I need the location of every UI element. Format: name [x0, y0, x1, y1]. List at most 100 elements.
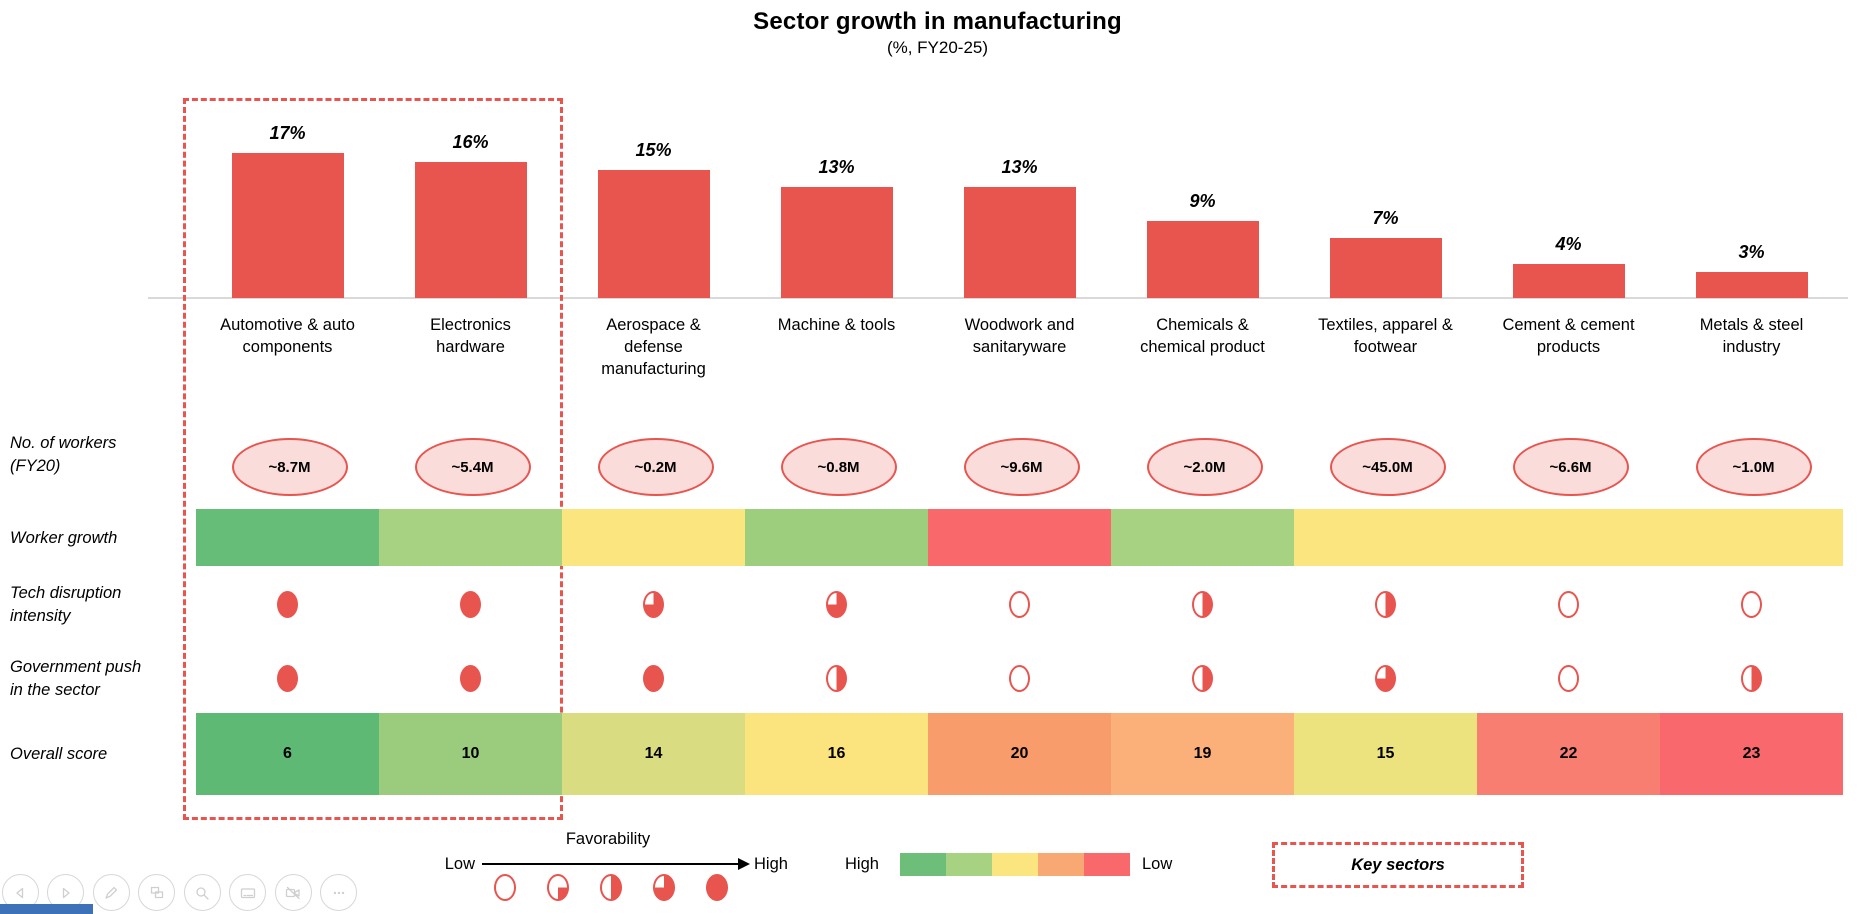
sector-bar	[597, 170, 710, 298]
sector-label-line: defense	[624, 338, 683, 356]
tech-disruption-ball	[277, 590, 298, 618]
overall-score-cell: 15	[1294, 713, 1477, 795]
sector-label: Woodwork and sanitaryware	[928, 314, 1111, 358]
pen-icon	[105, 886, 118, 899]
government-push-ball	[826, 664, 847, 692]
sector-bar	[1146, 221, 1259, 298]
tech-disruption-ball	[1009, 590, 1030, 618]
sector-label-line: sanitaryware	[972, 338, 1067, 356]
pen-button[interactable]	[92, 874, 130, 911]
overall-score-cell: 19	[1111, 713, 1294, 795]
sector-label-line: Textiles, apparel &	[1318, 316, 1453, 334]
growth-value-label: 16%	[452, 132, 489, 152]
tech-disruption-ball	[1375, 590, 1396, 618]
sector-label: Electronics hardware	[379, 314, 562, 358]
next-slide-icon	[62, 887, 70, 898]
see-all-slides-icon	[150, 886, 163, 898]
more-options-button[interactable]	[320, 874, 357, 911]
previous-slide-icon	[16, 887, 24, 898]
sector-label-line: Metals & steel	[1699, 316, 1804, 334]
sector-label-line: chemical product	[1140, 338, 1265, 356]
scale-high-label: High	[845, 855, 879, 873]
sector-label-line: Cement & cement	[1502, 316, 1635, 334]
zoom-icon	[196, 886, 209, 900]
favorability-scale-ball	[653, 874, 675, 901]
workers-count-badge: ~5.4M	[414, 438, 531, 496]
government-push-ball	[1375, 664, 1396, 692]
favorability-scale-ball	[706, 874, 728, 901]
overall-score-cell: 14	[562, 713, 745, 795]
sector-label: Cement & cement products	[1477, 314, 1660, 358]
government-push-ball	[1741, 664, 1762, 692]
captions-button[interactable]	[229, 874, 266, 911]
zoom-button[interactable]	[183, 874, 221, 911]
tech-disruption-ball	[1558, 590, 1579, 618]
sector-bar	[1695, 272, 1808, 298]
camera-off-icon	[285, 886, 300, 899]
sector-label-line: components	[242, 338, 333, 356]
sector-bar	[231, 153, 344, 298]
captions-icon	[240, 887, 255, 898]
workers-count-badge: ~1.0M	[1695, 438, 1812, 496]
row-label-tech-disruption: Tech disruption intensity	[10, 584, 122, 625]
favorability-arrow-head	[738, 858, 750, 870]
government-push-ball	[1192, 664, 1213, 692]
sector-label-line: footwear	[1353, 338, 1418, 356]
growth-value-label: 15%	[635, 140, 672, 160]
overall-score-cell: 6	[196, 713, 379, 795]
sector-label-line: industry	[1722, 338, 1781, 356]
camera-off-button[interactable]	[274, 874, 312, 911]
scale-low-label: Low	[1142, 855, 1173, 873]
row-label-worker-growth: Worker growth	[10, 529, 118, 547]
sector-bar	[963, 187, 1076, 298]
tech-disruption-ball	[1192, 590, 1213, 618]
government-push-ball	[643, 664, 664, 692]
sector-bar	[414, 162, 527, 298]
worker-growth-cell	[1660, 509, 1843, 566]
sector-bar	[780, 187, 893, 298]
favorability-scale-ball	[494, 874, 516, 901]
overall-score-cell: 22	[1477, 713, 1660, 795]
corner-strip	[0, 904, 93, 914]
overall-score-cell: 16	[745, 713, 928, 795]
overall-score-cell: 10	[379, 713, 562, 795]
worker-growth-cell	[745, 509, 928, 566]
workers-count-badge: ~8.7M	[231, 438, 348, 496]
worker-growth-cell	[1111, 509, 1294, 566]
more-options-icon	[333, 891, 344, 894]
sector-label-line: Machine & tools	[777, 316, 896, 334]
government-push-ball	[277, 664, 298, 692]
tech-disruption-ball	[826, 590, 847, 618]
sector-label: Automotive & auto components	[196, 314, 379, 358]
favorability-low-label: Low	[444, 855, 475, 873]
page-title: Sector growth in manufacturing	[753, 8, 1122, 35]
worker-growth-cell	[1294, 509, 1477, 566]
overall-score-cell: 23	[1660, 713, 1843, 795]
tech-disruption-ball	[1741, 590, 1762, 618]
favorability-legend-title: Favorability	[565, 830, 651, 848]
worker-growth-cell	[562, 509, 745, 566]
row-label-overall-score: Overall score	[10, 745, 108, 763]
sector-label: Aerospace & defense manufacturing	[562, 314, 745, 380]
sector-label-line: Chemicals &	[1156, 316, 1249, 334]
see-all-slides-button[interactable]	[138, 874, 175, 911]
worker-growth-cell	[379, 509, 562, 566]
sector-label-line: manufacturing	[601, 360, 706, 378]
workers-count-badge: ~0.8M	[780, 438, 897, 496]
favorability-scale-ball	[600, 874, 622, 901]
sector-label-line: hardware	[436, 338, 505, 356]
sector-label-line: products	[1536, 338, 1601, 356]
worker-growth-cell	[1477, 509, 1660, 566]
color-scale-swatch	[1038, 853, 1084, 876]
tech-disruption-ball	[643, 590, 664, 618]
favorability-scale-ball	[547, 874, 569, 901]
sector-label: Textiles, apparel & footwear	[1294, 314, 1477, 358]
government-push-ball	[1558, 664, 1579, 692]
workers-count-badge: ~9.6M	[963, 438, 1080, 496]
overall-score-cell: 20	[928, 713, 1111, 795]
sector-bar	[1512, 264, 1625, 298]
growth-value-label: 3%	[1738, 242, 1765, 262]
growth-value-label: 4%	[1555, 234, 1582, 254]
workers-count-badge: ~2.0M	[1146, 438, 1263, 496]
workers-count-badge: ~6.6M	[1512, 438, 1629, 496]
